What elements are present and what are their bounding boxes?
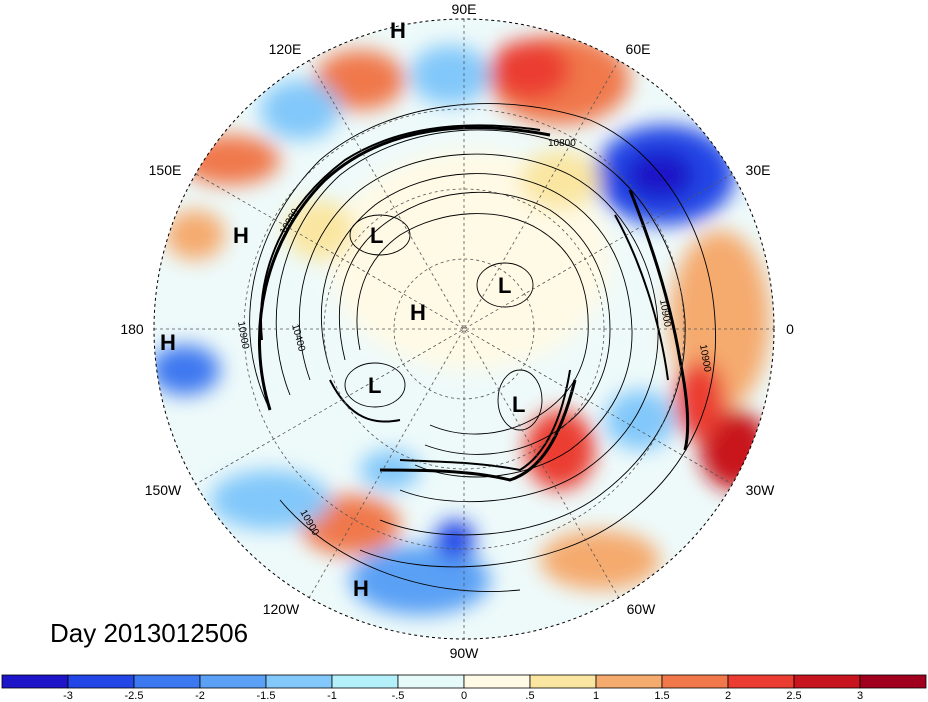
height-contours [249,103,716,592]
high-marker: H [390,18,406,43]
colorbar-tick-label: 2 [725,690,731,702]
contour-low-canada [497,369,543,431]
jet-america [379,379,577,482]
contour-10800 [275,129,686,536]
lon-label-180: 180 [120,321,144,337]
colorbar-box [199,674,267,689]
colorbar-box [133,674,201,689]
high-marker: H [353,576,369,601]
colorbar-tick-label: 1.5 [654,690,669,702]
colorbar-ticks: -3 -2.5 -2 -1.5 -1 -.5 0 .5 1 1.5 2 2.5 3 [63,690,863,702]
colorbar-tick-label: -2 [195,690,205,702]
colorbar-tick-label: .5 [525,690,534,702]
colorbar-box [265,674,333,689]
colorbar-tick-label: 2.5 [786,690,801,702]
colorbar-tick-label: 0 [461,690,467,702]
low-marker: L [368,373,381,398]
colorbar-box [529,674,597,689]
colorbar-box [727,674,795,689]
contour-label: 10800 [548,138,576,149]
jet-atlantic-inner [614,214,669,381]
colorbar-box [859,674,927,689]
lon-label-90e: 90E [452,1,477,17]
colorbar-box [67,674,135,689]
colorbar-tick-label: -3 [63,690,73,702]
lon-label-60w: 60W [627,601,657,617]
graticule [154,19,774,639]
contour-low-alaska [344,362,406,408]
colorbar-box [331,674,399,689]
colorbar-tick-label: -.5 [392,690,405,702]
contour-low-europe [476,262,534,308]
colorbar-boxes [1,674,927,689]
jet-pacific [329,379,401,423]
lon-label-150e: 150E [149,162,182,178]
jet-asia [257,126,551,411]
lon-label-120e: 120E [269,41,302,57]
contour-10500 [338,191,611,455]
colorbar-box [793,674,861,689]
contour-low-asia [349,214,411,256]
colorbar-box [1,674,69,689]
high-marker: H [233,223,249,248]
contour-10700 [298,153,659,503]
colorbar-tick-label: 3 [857,690,863,702]
low-marker: L [498,273,511,298]
lon-label-60e: 60E [626,41,651,57]
high-marker: H [410,300,426,325]
polar-map: 90E 60E 30E 0 30W 60W 90W 120W 150W 180 … [120,1,794,661]
lon-label-150w: 150W [145,482,182,498]
map-boundary [153,18,775,640]
lon-label-120w: 120W [263,601,300,617]
high-marker: H [160,330,176,355]
colorbar-box [661,674,729,689]
colorbar-box [595,674,663,689]
jet-atlantic [628,189,690,451]
contour-outer-10900 [279,499,521,592]
lon-label-30e: 30E [746,162,771,178]
lon-label-90w: 90W [450,645,480,661]
contour-10400 [356,213,589,435]
contour-label: 10900 [235,321,251,351]
jet-contours [257,124,690,482]
colorbar-tick-label: -2.5 [125,690,144,702]
colorbar-box [463,674,531,689]
lon-label-0: 0 [786,321,794,337]
colorbar-box [397,674,465,689]
day-title: Day 2013012506 [50,618,249,648]
colorbar: -3 -2.5 -2 -1.5 -1 -.5 0 .5 1 1.5 2 2.5 3 [1,674,927,702]
colorbar-tick-label: -1.5 [257,690,276,702]
jet-america-inner [399,369,571,472]
low-marker: L [512,392,525,417]
contour-label: 10900 [657,299,673,329]
contour-label: 10900 [697,344,713,374]
low-marker: L [370,223,383,248]
lon-label-30w: 30W [746,482,776,498]
contour-10900 [249,103,716,568]
colorbar-tick-label: 1 [593,690,599,702]
jet-asia-inner [260,124,541,341]
colorbar-tick-label: -1 [327,690,337,702]
